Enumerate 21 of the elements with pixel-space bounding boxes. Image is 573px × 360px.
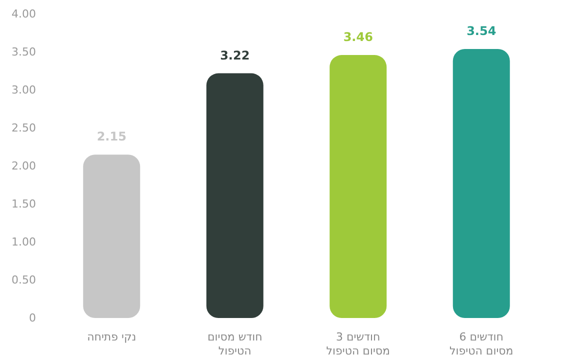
y-tick-label: 3.00 <box>12 84 36 96</box>
y-tick-label: 3.50 <box>12 46 36 58</box>
data-label: 2.15 <box>96 130 126 144</box>
x-tick-label: 6 חודשים מסיום הטיפול <box>449 330 514 358</box>
y-tick-label: 2.50 <box>12 122 36 134</box>
x-tick-label: 3 חודשים מסיום הטיפול <box>326 330 390 358</box>
y-tick-label: 4.00 <box>12 8 36 20</box>
bar <box>83 154 140 318</box>
bar <box>206 73 264 318</box>
data-label: 3.22 <box>220 48 250 62</box>
bar <box>452 48 510 318</box>
y-tick-label: 2.00 <box>12 160 36 172</box>
x-tick-label: חודש מסיום הטיפול <box>207 330 262 358</box>
bar <box>330 55 387 318</box>
data-label: 3.46 <box>343 30 373 44</box>
x-tick-label: נקי פתיחה <box>87 330 136 344</box>
y-tick-label: 1.50 <box>12 198 36 210</box>
data-label: 3.54 <box>466 24 496 38</box>
y-tick-label: 1.00 <box>12 236 36 248</box>
y-tick-label: 0.50 <box>12 274 36 286</box>
y-tick-label: 0 <box>29 312 36 324</box>
